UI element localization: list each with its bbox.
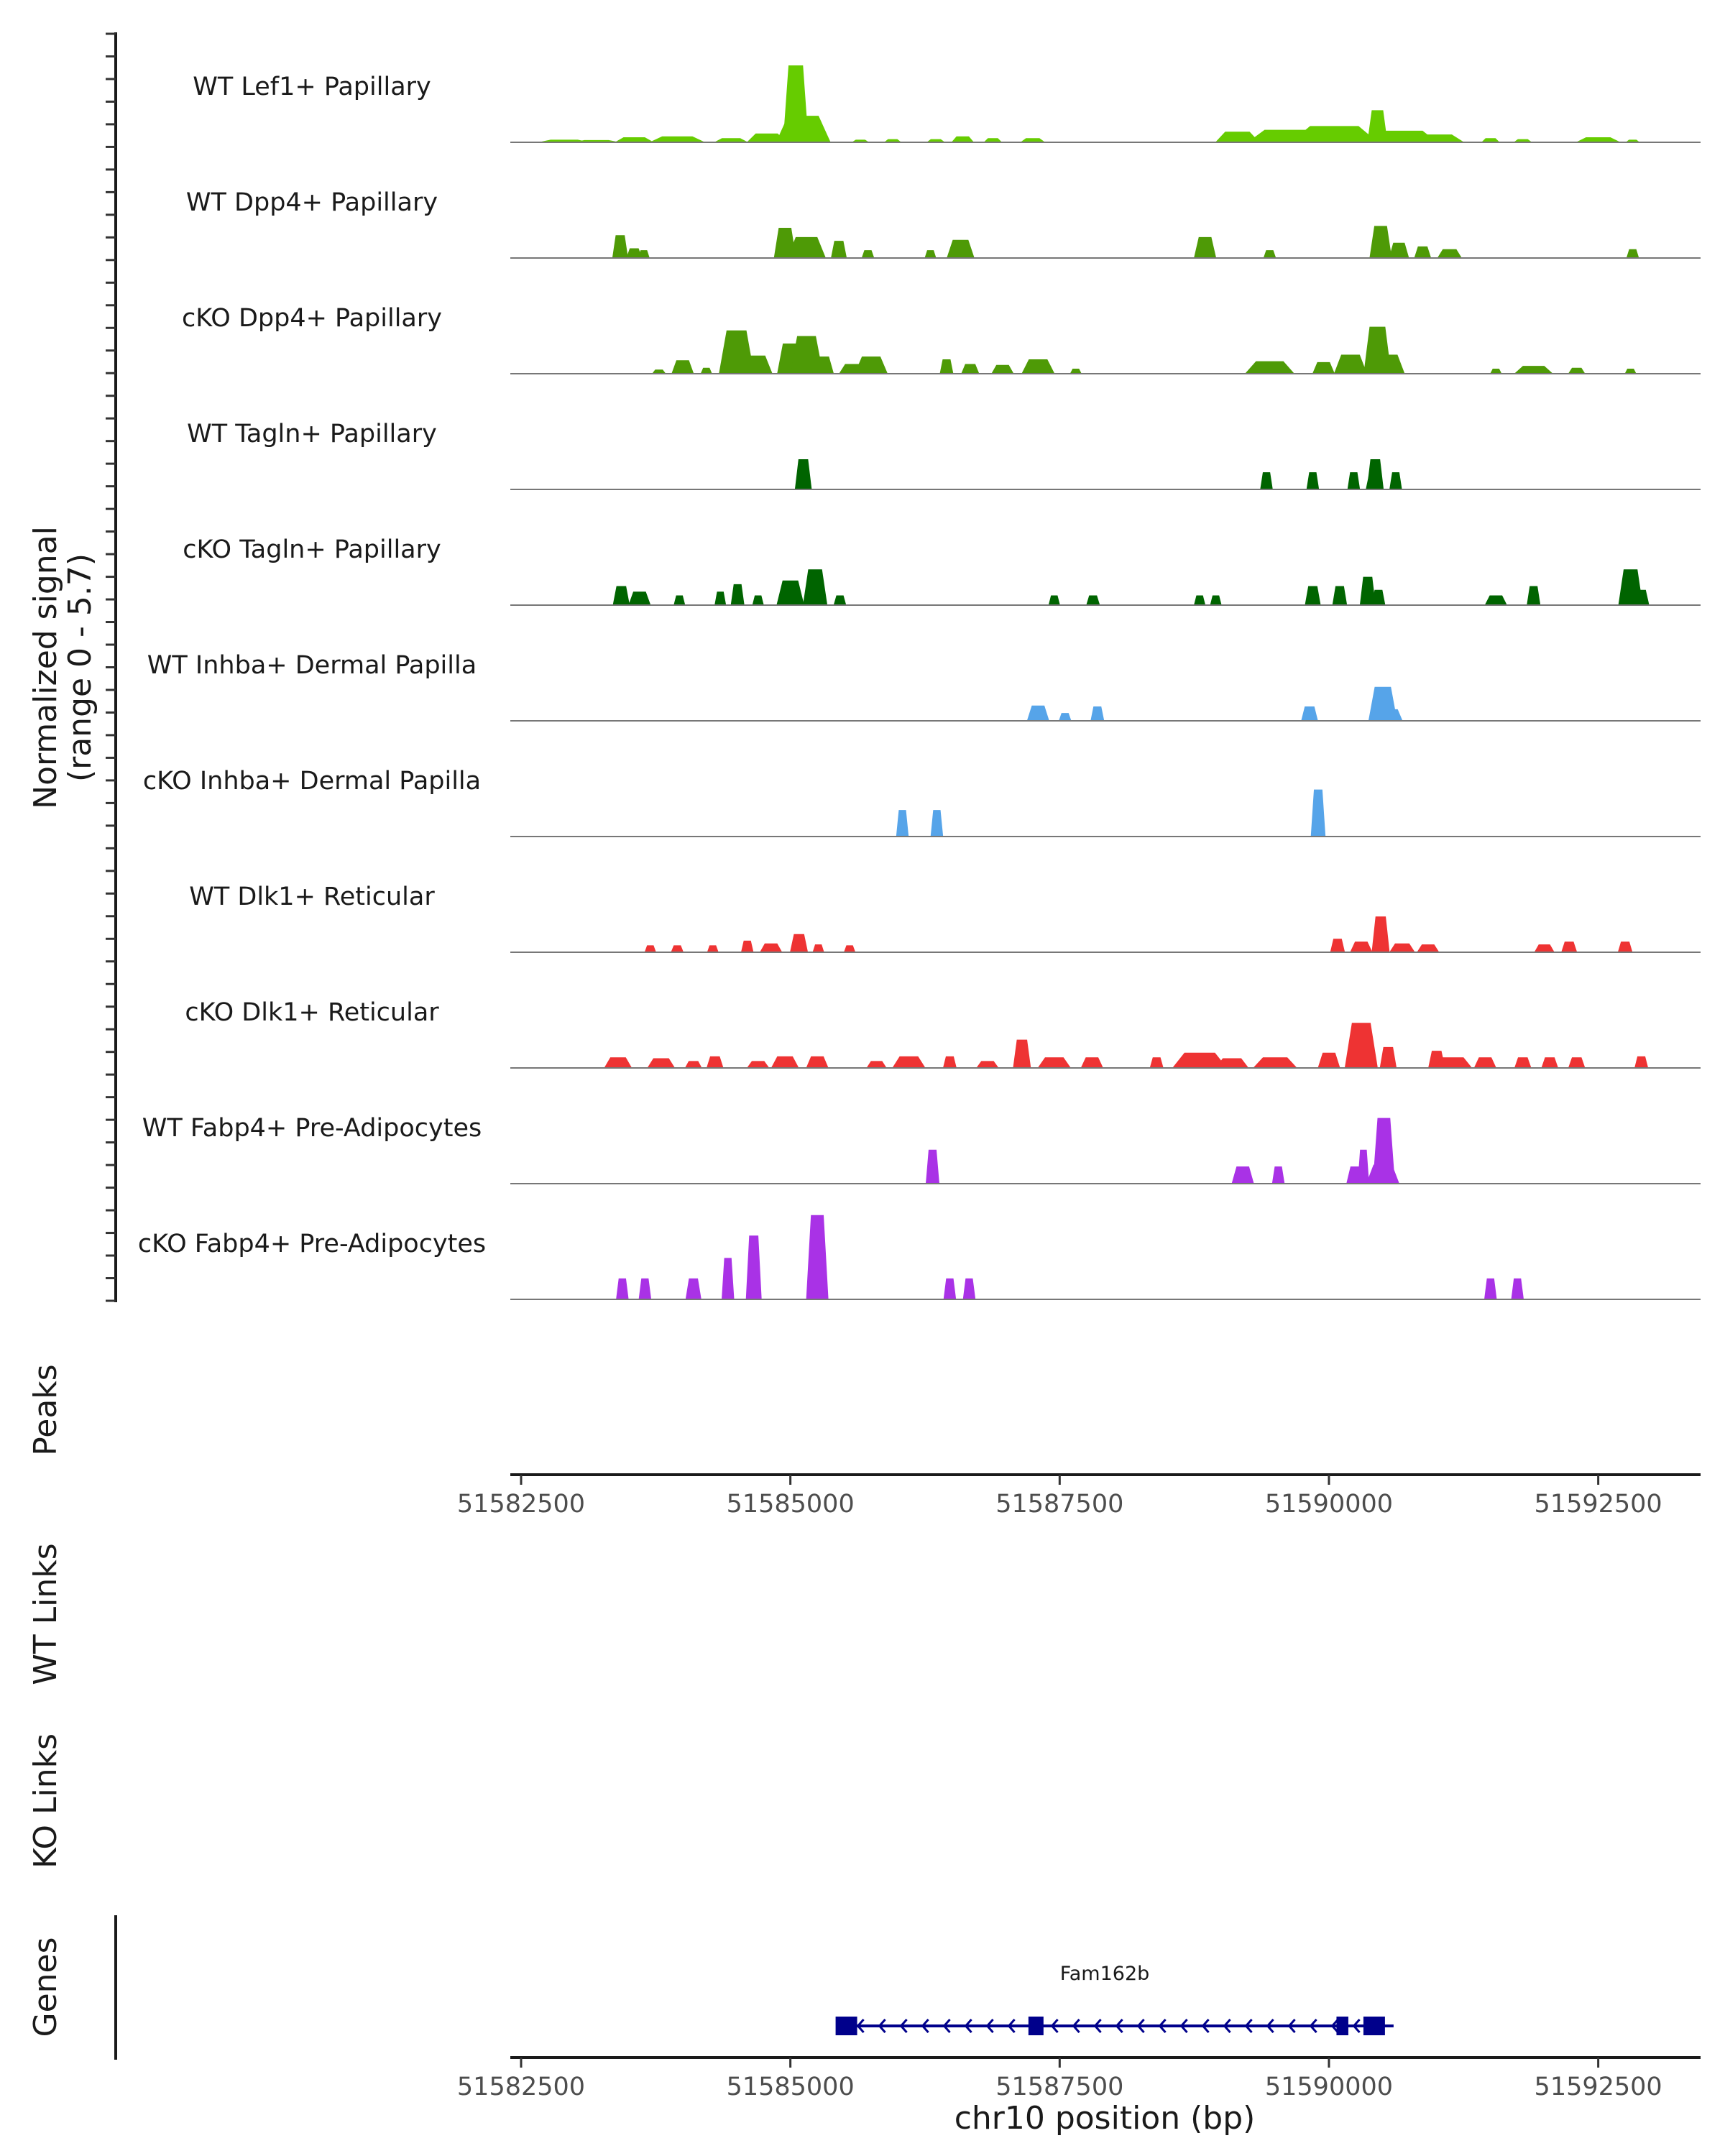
track-label-cko-dlk1-reticular: cKO Dlk1+ Reticular (185, 998, 439, 1027)
strand-arrow (1007, 2019, 1016, 2033)
position-tick-label: 51587500 (995, 1490, 1123, 1519)
track-cko-inhba-dermal-papilla: cKO Inhba+ Dermal Papilla (143, 767, 1701, 837)
track-label-cko-tagln-papillary: cKO Tagln+ Papillary (183, 535, 441, 564)
track-label-cko-inhba-dermal-papilla: cKO Inhba+ Dermal Papilla (143, 767, 481, 796)
ko-links-track: KO Links (27, 1733, 64, 1869)
strand-arrow (1072, 2019, 1080, 2033)
x-axis-title: chr10 position (bp) (954, 2100, 1256, 2137)
track-label-cko-fabp4-pre-adipocytes: cKO Fabp4+ Pre-Adipocytes (138, 1230, 486, 1258)
strand-arrow (878, 2019, 886, 2033)
position-tick-label: 51582500 (457, 1490, 585, 1519)
strand-arrow (1330, 2019, 1339, 2033)
genes-track: Genes Fam162b (27, 1915, 1394, 2060)
track-wt-lef1-papillary: WT Lef1+ Papillary (193, 65, 1701, 143)
strand-arrow (921, 2019, 929, 2033)
strand-arrow (1093, 2019, 1102, 2033)
coverage-tracks: WT Lef1+ Papillary WT Dpp4+ Papillary cKO … (27, 32, 1701, 1302)
track-wt-dpp4-papillary: WT Dpp4+ Papillary (186, 188, 1701, 259)
strand-arrow (1115, 2019, 1123, 2033)
track-label-wt-tagln-papillary: WT Tagln+ Papillary (187, 420, 437, 448)
position-axis-top: 51582500 51585000 51587500 51590000 51592500 (457, 1473, 1701, 1519)
strand-arrow (1244, 2019, 1253, 2033)
track-wt-inhba-dermal-papilla: WT Inhba+ Dermal Papilla (147, 651, 1701, 722)
strand-arrow (1136, 2019, 1145, 2033)
track-label-wt-lef1-papillary: WT Lef1+ Papillary (193, 73, 431, 101)
genes-track-label: Genes (27, 1937, 64, 2037)
strand-arrow (856, 2019, 865, 2033)
track-label-wt-dpp4-papillary: WT Dpp4+ Papillary (186, 188, 438, 217)
gene-name-label: Fam162b (1060, 1963, 1150, 1985)
position-tick-label: 51582500 (457, 2073, 585, 2101)
strand-arrow (985, 2019, 994, 2033)
position-tick-label: 51590000 (1265, 1490, 1393, 1519)
wt-links-track-label: WT Links (27, 1543, 64, 1685)
track-cko-fabp4-pre-adipocytes: cKO Fabp4+ Pre-Adipocytes (138, 1215, 1701, 1300)
position-axis-bottom-ticks (520, 2058, 1600, 2068)
peaks-track: Peaks (27, 1364, 64, 1455)
strand-arrow (1287, 2019, 1296, 2033)
strand-arrow (1050, 2019, 1059, 2033)
gene-exon (1028, 2017, 1044, 2035)
track-cko-tagln-papillary: cKO Tagln+ Papillary (183, 535, 1701, 606)
y-axis-label-line2: (range 0 - 5.7) (62, 553, 98, 782)
track-wt-tagln-papillary: WT Tagln+ Papillary (187, 420, 1701, 490)
gene-exon (835, 2017, 857, 2035)
gene-exon (1363, 2017, 1385, 2035)
track-panels: WT Lef1+ Papillary WT Dpp4+ Papillary cKO … (138, 65, 1701, 1300)
peaks-track-label: Peaks (27, 1364, 64, 1455)
strand-arrow (1223, 2019, 1231, 2033)
strand-arrow (1309, 2019, 1317, 2033)
track-cko-dlk1-reticular: cKO Dlk1+ Reticular (185, 998, 1701, 1069)
strand-arrow (964, 2019, 972, 2033)
ko-links-track-label: KO Links (27, 1733, 64, 1869)
position-tick-label: 51592500 (1535, 2073, 1662, 2101)
track-label-wt-fabp4-pre-adipocytes: WT Fabp4+ Pre-Adipocytes (142, 1114, 482, 1143)
coverage-y-axis-ticks (106, 32, 116, 1302)
position-tick-label: 51590000 (1265, 2073, 1393, 2101)
strand-arrow (1179, 2019, 1188, 2033)
track-wt-fabp4-pre-adipocytes: WT Fabp4+ Pre-Adipocytes (142, 1114, 1701, 1184)
track-label-cko-dpp4-papillary: cKO Dpp4+ Papillary (182, 304, 442, 333)
gene-exon (1336, 2017, 1348, 2035)
track-label-wt-dlk1-reticular: WT Dlk1+ Reticular (189, 883, 435, 911)
wt-links-track: WT Links (27, 1543, 64, 1685)
track-wt-dlk1-reticular: WT Dlk1+ Reticular (189, 883, 1701, 953)
strand-arrow (942, 2019, 951, 2033)
strand-arrow (899, 2019, 908, 2033)
position-axis-top-ticks (520, 1475, 1600, 1485)
position-tick-label: 51587500 (995, 2073, 1123, 2101)
strand-arrow (1158, 2019, 1167, 2033)
position-axis-bottom: 51582500 51585000 51587500 51590000 51592500… (457, 2056, 1701, 2137)
strand-arrow (1201, 2019, 1210, 2033)
position-tick-label: 51592500 (1535, 1490, 1662, 1519)
position-axis-top-tick-labels: 51582500 51585000 51587500 51590000 51592500 (457, 1490, 1662, 1519)
strand-arrow (1352, 2019, 1361, 2033)
strand-arrow (1266, 2019, 1274, 2033)
track-cko-dpp4-papillary: cKO Dpp4+ Papillary (182, 304, 1701, 374)
position-axis-bottom-tick-labels: 51582500 51585000 51587500 51590000 51592500 (457, 2073, 1662, 2101)
position-tick-label: 51585000 (727, 1490, 855, 1519)
y-axis-label-line1: Normalized signal (27, 526, 64, 809)
position-tick-label: 51585000 (727, 2073, 855, 2101)
gene-model-fam162b (835, 2017, 1394, 2035)
track-label-wt-inhba-dermal-papilla: WT Inhba+ Dermal Papilla (147, 651, 477, 680)
